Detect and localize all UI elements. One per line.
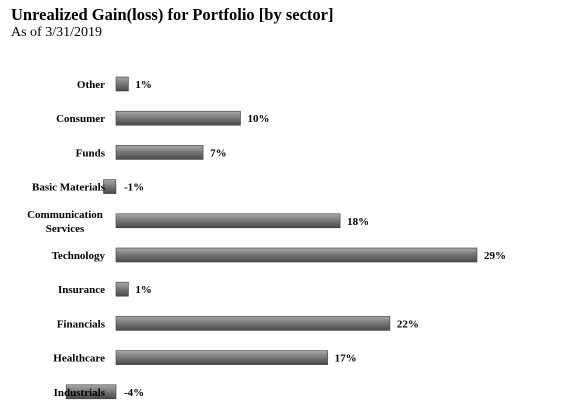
category-label-basic-materials: Basic Materials (32, 182, 106, 194)
value-label-other: 1% (135, 79, 152, 91)
value-label-funds: 7% (210, 147, 227, 159)
value-label-technology: 29% (484, 250, 506, 262)
category-label-industrials: Industrials (54, 387, 106, 399)
bar-consumer (115, 110, 241, 126)
bar-industrials (65, 384, 117, 400)
value-label-consumer: 10% (248, 113, 270, 125)
bars-layer (65, 76, 478, 400)
value-label-healthcare: 17% (335, 353, 357, 365)
bar-communication-services (115, 213, 341, 229)
category-label-communication-services: Communication Services (27, 209, 103, 235)
chart-title: Unrealized Gain(loss) for Portfolio [by … (11, 5, 334, 24)
value-label-basic-materials: -1% (124, 182, 144, 194)
bar-other (115, 76, 129, 92)
chart-subtitle: As of 3/31/2019 (11, 25, 102, 40)
category-label-insurance: Insurance (58, 284, 105, 296)
value-label-financials: 22% (397, 318, 419, 330)
category-label-financials: Financials (57, 318, 106, 330)
bar-basic-materials (103, 179, 117, 194)
category-label-funds: Funds (76, 147, 106, 159)
bar-healthcare (115, 350, 328, 365)
category-label-technology: Technology (52, 250, 106, 262)
bar-technology (115, 247, 478, 263)
bar-insurance (115, 281, 129, 297)
category-label-consumer: Consumer (56, 113, 105, 125)
bar-financials (115, 316, 391, 331)
value-label-insurance: 1% (135, 284, 152, 296)
value-label-communication-services: 18% (347, 216, 369, 228)
value-label-industrials: -4% (124, 387, 144, 399)
bar-funds (115, 145, 204, 160)
category-label-healthcare: Healthcare (53, 353, 105, 365)
category-label-other: Other (77, 79, 105, 91)
labels-layer: Other 1% Consumer 10% Funds 7% Basic Materials… (27, 79, 506, 399)
